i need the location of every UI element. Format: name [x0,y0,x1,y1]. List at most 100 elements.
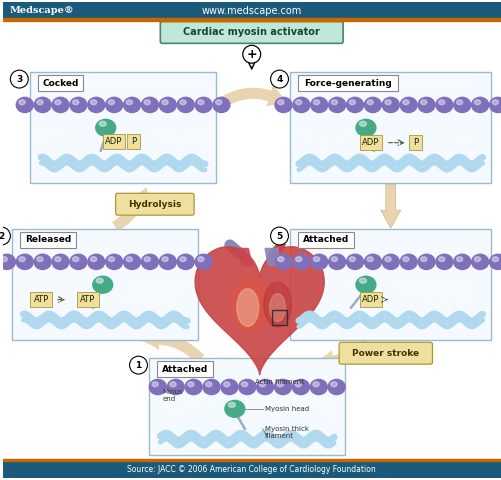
Text: Force-generating: Force-generating [304,79,392,87]
Ellipse shape [141,254,158,269]
Ellipse shape [438,257,445,262]
Ellipse shape [180,100,186,105]
Ellipse shape [19,100,25,105]
Ellipse shape [124,254,140,269]
Ellipse shape [454,97,471,112]
Ellipse shape [152,382,158,387]
Text: ADP: ADP [105,137,122,146]
Ellipse shape [37,100,43,105]
Ellipse shape [198,100,204,105]
FancyBboxPatch shape [291,229,491,340]
Ellipse shape [239,379,256,395]
FancyBboxPatch shape [13,229,198,340]
FancyBboxPatch shape [360,135,382,150]
Text: Medscape®: Medscape® [10,6,74,15]
Ellipse shape [70,254,87,269]
Text: Attached: Attached [303,236,349,244]
Ellipse shape [185,379,202,395]
Text: Actin filament: Actin filament [255,379,304,385]
Ellipse shape [474,257,480,262]
Text: ATP: ATP [80,295,96,304]
Ellipse shape [96,278,103,283]
Ellipse shape [382,254,399,269]
FancyBboxPatch shape [360,292,382,307]
Bar [272,310,288,325]
Ellipse shape [436,97,453,112]
FancyArrowPatch shape [140,328,204,363]
Circle shape [130,356,147,374]
FancyArrowPatch shape [216,85,287,109]
Ellipse shape [349,257,355,262]
Ellipse shape [360,121,366,126]
Ellipse shape [167,379,184,395]
Ellipse shape [223,382,230,387]
Ellipse shape [215,100,222,105]
FancyBboxPatch shape [149,358,345,455]
Ellipse shape [331,382,337,387]
Ellipse shape [293,97,310,112]
Ellipse shape [278,257,284,262]
Ellipse shape [382,97,399,112]
Text: P: P [413,138,418,147]
Ellipse shape [19,257,25,262]
Ellipse shape [278,100,284,105]
Ellipse shape [364,254,381,269]
Ellipse shape [91,100,97,105]
Ellipse shape [180,257,186,262]
FancyBboxPatch shape [157,361,213,377]
Ellipse shape [296,100,302,105]
Text: Cocked: Cocked [42,79,79,87]
Ellipse shape [162,257,168,262]
Ellipse shape [356,120,376,136]
Ellipse shape [277,382,284,387]
Text: Cardiac myosin activator: Cardiac myosin activator [183,27,320,37]
Ellipse shape [99,121,106,126]
Ellipse shape [270,294,286,322]
Ellipse shape [257,379,274,395]
Ellipse shape [188,382,194,387]
Ellipse shape [367,257,373,262]
FancyBboxPatch shape [299,232,354,248]
Polygon shape [381,184,401,228]
FancyBboxPatch shape [127,134,140,149]
Ellipse shape [400,254,417,269]
Bar [4,1,501,20]
Text: Minus
end: Minus end [162,389,183,402]
Ellipse shape [108,257,115,262]
Ellipse shape [418,97,435,112]
Ellipse shape [126,100,132,105]
Ellipse shape [144,100,150,105]
Ellipse shape [489,97,501,112]
FancyBboxPatch shape [291,72,491,183]
Ellipse shape [418,254,435,269]
Ellipse shape [34,254,51,269]
Ellipse shape [52,254,69,269]
Bar [4,459,501,461]
Ellipse shape [293,379,309,395]
Ellipse shape [364,97,381,112]
Ellipse shape [106,97,123,112]
Ellipse shape [471,254,488,269]
Text: Hydrolysis: Hydrolysis [128,200,181,209]
Text: P: P [131,137,136,146]
Ellipse shape [436,254,453,269]
Circle shape [271,227,289,245]
Ellipse shape [225,400,245,417]
Text: www.medscape.com: www.medscape.com [201,6,302,15]
Text: ADP: ADP [362,138,380,147]
Ellipse shape [489,254,501,269]
Ellipse shape [73,100,79,105]
Ellipse shape [16,97,33,112]
Ellipse shape [311,254,328,269]
Ellipse shape [88,254,105,269]
Bar [4,461,501,479]
Ellipse shape [314,257,320,262]
Ellipse shape [37,257,43,262]
FancyBboxPatch shape [409,135,422,150]
Circle shape [271,70,289,88]
Text: Released: Released [25,236,71,244]
Polygon shape [195,247,324,375]
Ellipse shape [149,379,166,395]
Ellipse shape [177,97,194,112]
FancyBboxPatch shape [116,193,194,215]
